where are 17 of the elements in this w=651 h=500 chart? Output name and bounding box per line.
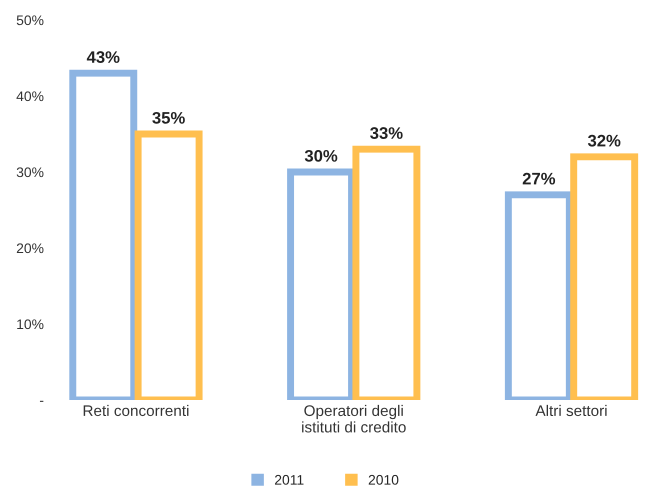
data-label: 30% — [304, 150, 338, 162]
y-tick-label: 20% — [16, 243, 44, 254]
legend-label: 2010 — [368, 474, 398, 485]
data-label: 27% — [522, 172, 556, 185]
x-tick-label: Operatori degli istituti di credito — [302, 404, 406, 433]
x-tick-label: Altri settori — [535, 404, 607, 416]
y-tick-label: 50% — [16, 15, 44, 26]
data-label: 33% — [370, 127, 403, 139]
data-label: 43% — [86, 51, 120, 63]
data-label: 35% — [152, 112, 185, 124]
y-tick-label: - — [40, 400, 44, 402]
y-tick-label: 40% — [16, 91, 44, 102]
x-tick-label: Reti concorrenti — [84, 404, 188, 416]
data-label: 32% — [588, 134, 620, 147]
y-tick-label: 10% — [17, 319, 44, 330]
legend-label: 2011 — [274, 474, 304, 485]
y-tick-label: 30% — [16, 167, 44, 178]
